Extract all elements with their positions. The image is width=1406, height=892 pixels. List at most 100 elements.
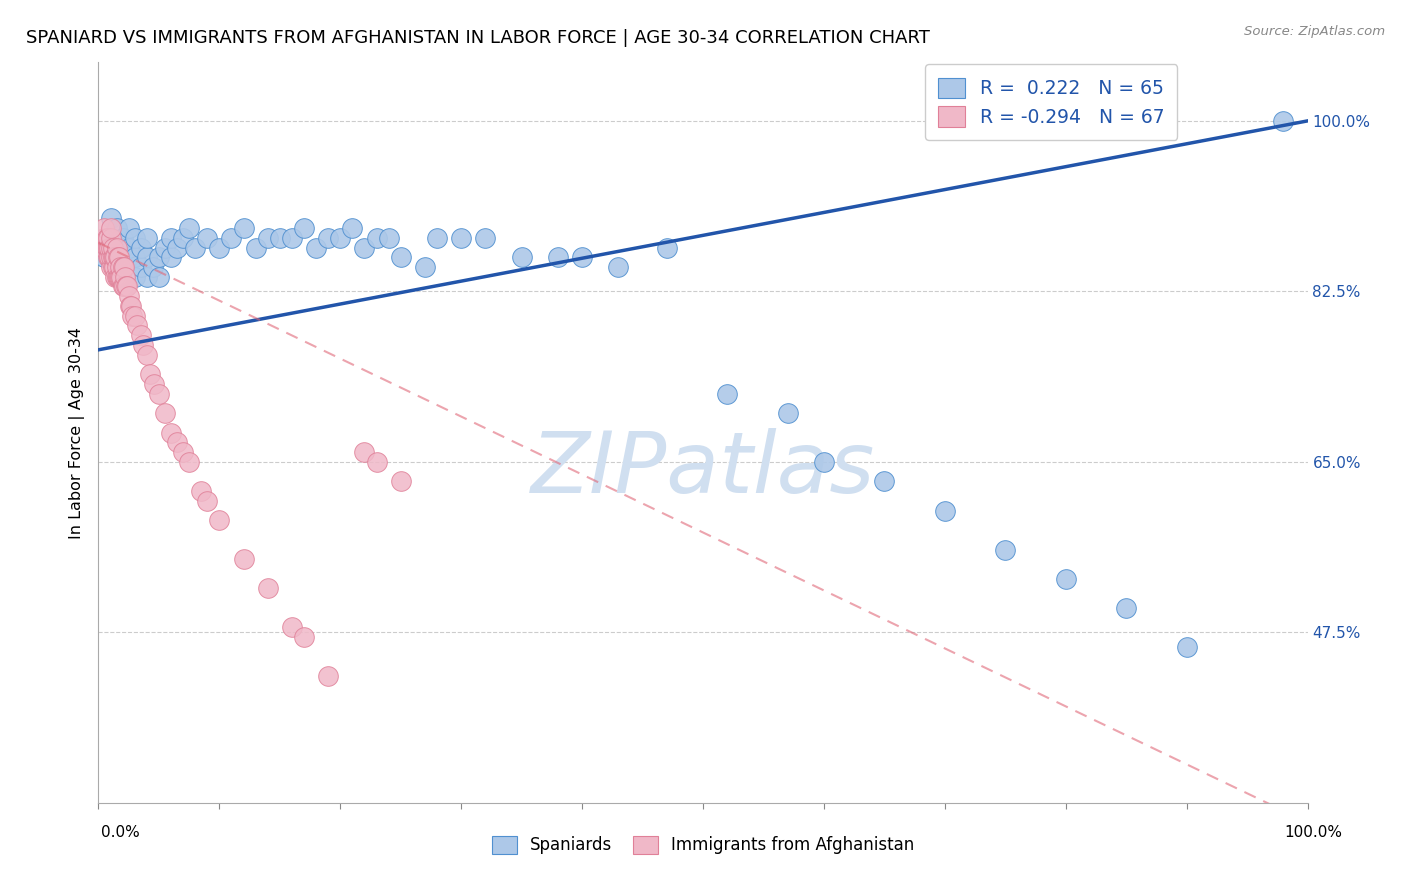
Point xyxy=(607,260,630,274)
Point xyxy=(118,221,141,235)
Point xyxy=(96,240,118,255)
Point xyxy=(153,240,176,255)
Point xyxy=(413,260,436,274)
Point xyxy=(232,552,254,566)
Point xyxy=(353,445,375,459)
Point xyxy=(124,250,146,264)
Point xyxy=(97,240,120,255)
Point xyxy=(190,484,212,499)
Point xyxy=(716,386,738,401)
Point xyxy=(93,240,115,255)
Point xyxy=(139,367,162,381)
Point xyxy=(166,240,188,255)
Point xyxy=(208,513,231,527)
Point xyxy=(98,250,121,264)
Point xyxy=(934,503,956,517)
Point xyxy=(143,376,166,391)
Point xyxy=(100,211,122,226)
Point xyxy=(221,231,243,245)
Point xyxy=(105,260,128,274)
Point xyxy=(96,231,118,245)
Point xyxy=(101,250,124,264)
Point xyxy=(111,260,134,274)
Point xyxy=(281,231,304,245)
Point xyxy=(813,455,835,469)
Point xyxy=(129,260,152,274)
Point xyxy=(547,250,569,264)
Point xyxy=(269,231,291,245)
Point xyxy=(316,669,339,683)
Point xyxy=(135,269,157,284)
Point xyxy=(329,231,352,245)
Point xyxy=(112,279,135,293)
Point xyxy=(195,493,218,508)
Point xyxy=(166,435,188,450)
Point xyxy=(100,221,122,235)
Point xyxy=(118,299,141,313)
Point xyxy=(1272,114,1295,128)
Point xyxy=(117,279,139,293)
Point xyxy=(377,231,399,245)
Point xyxy=(112,260,135,274)
Point xyxy=(135,348,157,362)
Point xyxy=(111,260,134,274)
Point xyxy=(118,240,141,255)
Point xyxy=(124,231,146,245)
Point xyxy=(256,582,278,596)
Point xyxy=(292,221,315,235)
Point xyxy=(104,250,127,264)
Point xyxy=(105,240,128,255)
Point xyxy=(366,455,388,469)
Point xyxy=(1175,640,1198,654)
Point xyxy=(104,269,127,284)
Point xyxy=(179,221,201,235)
Point xyxy=(184,240,207,255)
Point xyxy=(1115,601,1137,615)
Point xyxy=(97,250,120,264)
Point xyxy=(426,231,449,245)
Point xyxy=(353,240,375,255)
Point xyxy=(208,240,231,255)
Point xyxy=(103,250,125,264)
Point xyxy=(114,269,136,284)
Point xyxy=(101,260,124,274)
Point xyxy=(100,250,122,264)
Point xyxy=(121,309,143,323)
Point xyxy=(1054,572,1077,586)
Point xyxy=(389,250,412,264)
Point xyxy=(160,425,183,440)
Point xyxy=(100,231,122,245)
Point xyxy=(108,269,131,284)
Text: SPANIARD VS IMMIGRANTS FROM AFGHANISTAN IN LABOR FORCE | AGE 30-34 CORRELATION C: SPANIARD VS IMMIGRANTS FROM AFGHANISTAN … xyxy=(25,29,929,47)
Point xyxy=(118,250,141,264)
Point xyxy=(148,386,170,401)
Point xyxy=(108,269,131,284)
Point xyxy=(172,231,194,245)
Point xyxy=(110,269,132,284)
Point xyxy=(93,231,115,245)
Point xyxy=(342,221,364,235)
Point xyxy=(127,318,149,333)
Point xyxy=(105,221,128,235)
Point xyxy=(105,269,128,284)
Point xyxy=(111,240,134,255)
Point xyxy=(776,406,799,420)
Point xyxy=(108,260,131,274)
Point xyxy=(132,338,155,352)
Point xyxy=(97,231,120,245)
Point xyxy=(101,240,124,255)
Text: 100.0%: 100.0% xyxy=(1285,825,1343,839)
Point xyxy=(256,231,278,245)
Point xyxy=(108,250,131,264)
Point xyxy=(148,250,170,264)
Text: ZIPatlas: ZIPatlas xyxy=(531,428,875,511)
Point xyxy=(111,231,134,245)
Point xyxy=(655,240,678,255)
Point xyxy=(153,406,176,420)
Point xyxy=(120,299,142,313)
Point xyxy=(450,231,472,245)
Text: Source: ZipAtlas.com: Source: ZipAtlas.com xyxy=(1244,25,1385,38)
Point xyxy=(93,250,115,264)
Point xyxy=(148,269,170,284)
Text: 0.0%: 0.0% xyxy=(101,825,141,839)
